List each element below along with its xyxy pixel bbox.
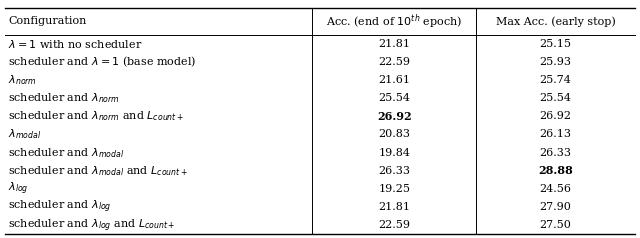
Text: 25.15: 25.15 [540, 39, 572, 49]
Text: scheduler and $\lambda_{modal}$: scheduler and $\lambda_{modal}$ [8, 146, 125, 159]
Text: 19.25: 19.25 [378, 184, 410, 194]
Text: Configuration: Configuration [8, 16, 86, 26]
Text: Max Acc. (early stop): Max Acc. (early stop) [495, 16, 616, 27]
Text: 21.61: 21.61 [378, 75, 410, 85]
Text: 25.54: 25.54 [378, 93, 410, 103]
Text: 22.59: 22.59 [378, 57, 410, 67]
Text: 25.74: 25.74 [540, 75, 572, 85]
Text: scheduler and $\lambda_{log}$: scheduler and $\lambda_{log}$ [8, 199, 112, 215]
Text: scheduler and $\lambda_{norm}$: scheduler and $\lambda_{norm}$ [8, 91, 120, 105]
Text: scheduler and $\lambda_{modal}$ and $L_{count+}$: scheduler and $\lambda_{modal}$ and $L_{… [8, 164, 188, 178]
Text: 22.59: 22.59 [378, 220, 410, 230]
Text: 26.13: 26.13 [540, 129, 572, 139]
Text: 25.54: 25.54 [540, 93, 572, 103]
Text: scheduler and $\lambda = 1$ (base model): scheduler and $\lambda = 1$ (base model) [8, 55, 196, 69]
Text: $\lambda_{log}$: $\lambda_{log}$ [8, 181, 29, 197]
Text: 27.90: 27.90 [540, 202, 572, 212]
Text: 28.88: 28.88 [538, 165, 573, 176]
Text: 25.93: 25.93 [540, 57, 572, 67]
Text: 21.81: 21.81 [378, 39, 410, 49]
Text: scheduler and $\lambda_{log}$ and $L_{count+}$: scheduler and $\lambda_{log}$ and $L_{co… [8, 217, 176, 233]
Text: $\lambda_{norm}$: $\lambda_{norm}$ [8, 73, 37, 87]
Text: $\lambda = 1$ with no scheduler: $\lambda = 1$ with no scheduler [8, 38, 143, 50]
Text: 24.56: 24.56 [540, 184, 572, 194]
Text: scheduler and $\lambda_{norm}$ and $L_{count+}$: scheduler and $\lambda_{norm}$ and $L_{c… [8, 109, 184, 123]
Text: Acc. (end of $10^{th}$ epoch): Acc. (end of $10^{th}$ epoch) [326, 12, 462, 31]
Text: $\lambda_{modal}$: $\lambda_{modal}$ [8, 128, 42, 141]
Text: 21.81: 21.81 [378, 202, 410, 212]
Text: 26.92: 26.92 [540, 111, 572, 121]
Text: 26.33: 26.33 [540, 148, 572, 158]
Text: 27.50: 27.50 [540, 220, 572, 230]
Text: 20.83: 20.83 [378, 129, 410, 139]
Text: 19.84: 19.84 [378, 148, 410, 158]
Text: 26.33: 26.33 [378, 166, 410, 176]
Text: 26.92: 26.92 [377, 111, 412, 122]
